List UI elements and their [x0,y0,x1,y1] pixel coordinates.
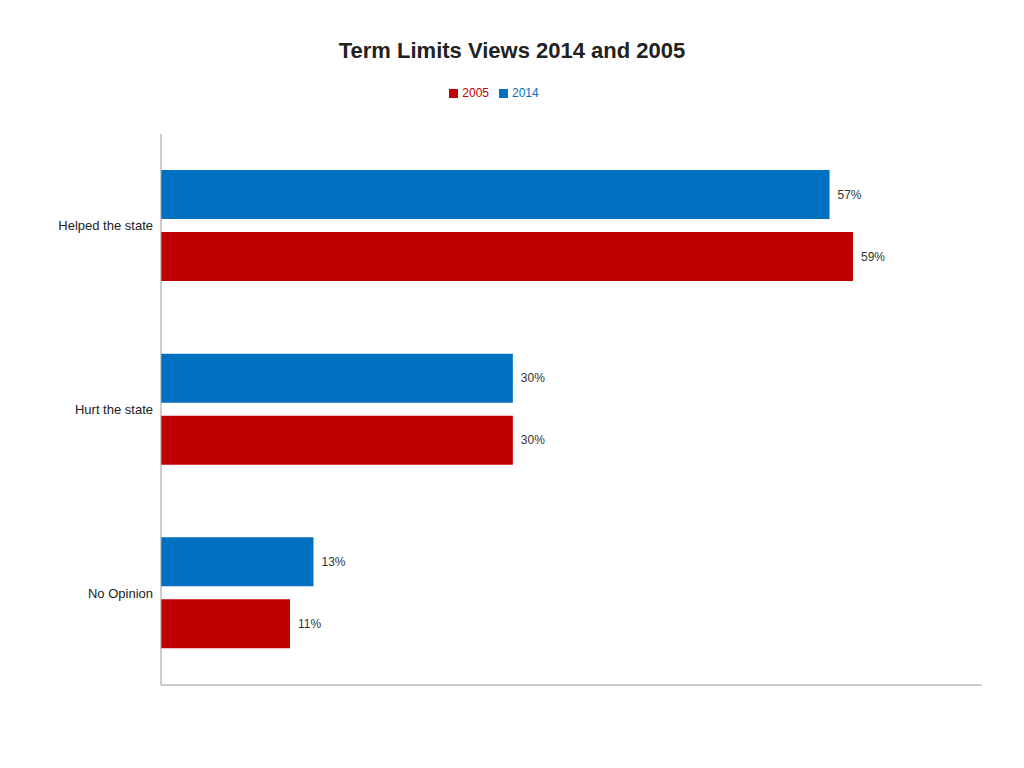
html-text:2005: 2005 [462,86,489,100]
svg-text:30%: 30% [521,433,545,447]
svg-text:59%: 59% [861,250,885,264]
svg-text:57%: 57% [838,188,862,202]
svg-text:11%: 11% [298,617,321,631]
html-text:2014: 2014 [512,86,539,100]
html-text:Term Limits Views 2014 and 200: Term Limits Views 2014 and 2005 [338,38,686,63]
svg-text:Helped the state: Helped the state [58,218,153,233]
svg-text:No Opinion: No Opinion [88,586,153,601]
svg-text:13%: 13% [321,555,345,569]
svg-text:30%: 30% [521,371,545,385]
svg-text:Hurt the state: Hurt the state [75,402,153,417]
